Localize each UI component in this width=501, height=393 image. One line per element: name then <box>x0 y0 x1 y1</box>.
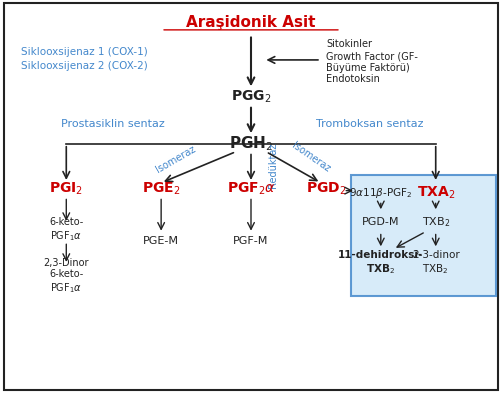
Text: PGD-M: PGD-M <box>361 217 399 227</box>
Text: Isomeraz: Isomeraz <box>154 144 197 175</box>
FancyBboxPatch shape <box>4 3 497 390</box>
Text: 6-keto-
PGF$_1α$: 6-keto- PGF$_1α$ <box>49 217 83 242</box>
Text: TXB$_2$: TXB$_2$ <box>421 215 449 229</box>
Text: PGE$_2$: PGE$_2$ <box>142 180 180 197</box>
Text: PGH$_2$: PGH$_2$ <box>228 134 273 153</box>
Text: Siklooxsijenaz 2 (COX-2): Siklooxsijenaz 2 (COX-2) <box>22 61 148 71</box>
Text: Araşidonik Asit: Araşidonik Asit <box>186 15 315 30</box>
Text: PGD$_2$: PGD$_2$ <box>305 180 345 197</box>
Text: Growth Factor (GF-: Growth Factor (GF- <box>325 51 417 61</box>
Text: TXA$_2$: TXA$_2$ <box>416 184 454 201</box>
Text: Tromboksan sentaz: Tromboksan sentaz <box>315 119 422 129</box>
Text: 2-3-dinor
TXB$_2$: 2-3-dinor TXB$_2$ <box>411 250 459 276</box>
FancyBboxPatch shape <box>350 175 494 296</box>
Text: Isomeraz: Isomeraz <box>289 141 331 174</box>
Text: Siklooxsijenaz 1 (COX-1): Siklooxsijenaz 1 (COX-1) <box>22 47 148 57</box>
Text: PGI$_2$: PGI$_2$ <box>49 180 83 197</box>
Text: PGG$_2$: PGG$_2$ <box>230 89 271 105</box>
Text: Sitokinler: Sitokinler <box>325 39 371 49</box>
Text: Endotoksin: Endotoksin <box>325 74 379 84</box>
Text: Prostasiklin sentaz: Prostasiklin sentaz <box>61 119 165 129</box>
Text: Büyüme Faktörü): Büyüme Faktörü) <box>325 63 409 73</box>
Text: PGE-M: PGE-M <box>143 236 179 246</box>
Text: 9$\alpha$11$\beta$-PGF$_2$: 9$\alpha$11$\beta$-PGF$_2$ <box>349 185 412 200</box>
Text: Redüktaz: Redüktaz <box>268 143 278 188</box>
Text: 2,3-Dinor
6-keto-
PGF$_1α$: 2,3-Dinor 6-keto- PGF$_1α$ <box>44 258 89 295</box>
Text: PGF-M: PGF-M <box>233 236 268 246</box>
Text: 11-dehidroksi-
TXB$_2$: 11-dehidroksi- TXB$_2$ <box>338 250 422 276</box>
Text: PGF$_2\alpha$: PGF$_2\alpha$ <box>226 180 275 197</box>
